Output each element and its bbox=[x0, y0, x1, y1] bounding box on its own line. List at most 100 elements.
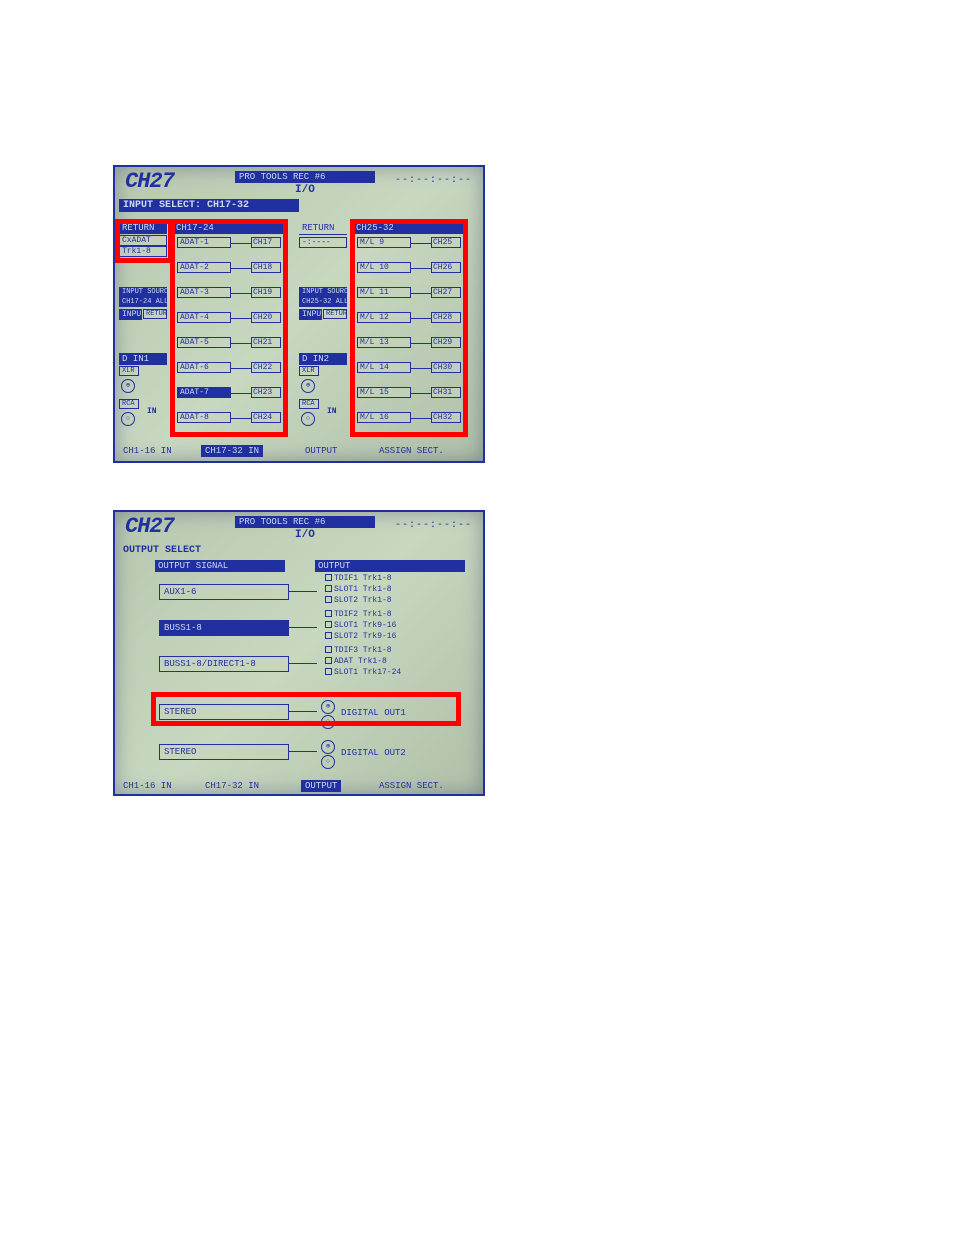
ml-slot-12[interactable]: M/L 12 bbox=[357, 312, 411, 323]
ch-label-CH24: CH24 bbox=[251, 412, 281, 423]
conn-ch28 bbox=[411, 318, 431, 319]
return-btn-mid[interactable]: RETURN bbox=[323, 309, 347, 319]
output-signal-header: OUTPUT SIGNAL bbox=[155, 560, 285, 572]
return-value-left-2[interactable]: Trk1-8 bbox=[119, 246, 167, 257]
ml-slot-9[interactable]: M/L 9 bbox=[357, 237, 411, 248]
ml-slot-16[interactable]: M/L 16 bbox=[357, 412, 411, 423]
rca-label-2: RCA bbox=[299, 399, 319, 409]
ch-label-CH30: CH30 bbox=[431, 362, 461, 373]
conn-ch20 bbox=[231, 318, 251, 319]
tab-ch1-16[interactable]: CH1-16 IN bbox=[119, 445, 176, 457]
project-header: PRO TOOLS REC #6 bbox=[235, 171, 375, 183]
conn-ch30 bbox=[411, 368, 431, 369]
conn-4 bbox=[289, 711, 317, 712]
input-btn-mid[interactable]: INPUT bbox=[299, 309, 322, 320]
signal-aux[interactable]: AUX1-6 bbox=[159, 584, 289, 600]
ch-label-CH28: CH28 bbox=[431, 312, 461, 323]
ch-label-CH29: CH29 bbox=[431, 337, 461, 348]
adat-slot-8[interactable]: ADAT-8 bbox=[177, 412, 231, 423]
conn-ch25 bbox=[411, 243, 431, 244]
ch17-24-header: CH17-24 bbox=[173, 222, 283, 234]
output-line-0-2[interactable]: SLOT2 Trk1-8 bbox=[325, 596, 392, 605]
conn-3 bbox=[289, 663, 317, 664]
conn-ch29 bbox=[411, 343, 431, 344]
adat-slot-6[interactable]: ADAT-6 bbox=[177, 362, 231, 373]
output-line-2-0[interactable]: TDIF3 Trk1-8 bbox=[325, 646, 392, 655]
input-btn-left[interactable]: INPUT bbox=[119, 309, 142, 320]
conn-ch26 bbox=[411, 268, 431, 269]
ch-label-CH26: CH26 bbox=[431, 262, 461, 273]
ml-slot-13[interactable]: M/L 13 bbox=[357, 337, 411, 348]
adat-slot-4[interactable]: ADAT-4 bbox=[177, 312, 231, 323]
output-select-subheader: OUTPUT SELECT bbox=[119, 544, 239, 557]
tab-assign[interactable]: ASSIGN SECT. bbox=[375, 445, 448, 457]
output-line-2-2[interactable]: SLOT1 Trk17-24 bbox=[325, 668, 401, 677]
conn-ch22 bbox=[231, 368, 251, 369]
output-line-0-1[interactable]: SLOT1 Trk1-8 bbox=[325, 585, 392, 594]
ch25-32-header: CH25-32 bbox=[353, 222, 463, 234]
conn-ch27 bbox=[411, 293, 431, 294]
input-source-range-mid: CH25-32 ALL bbox=[299, 297, 347, 307]
tab2-ch17-32[interactable]: CH17-32 IN bbox=[201, 780, 263, 792]
channel-title: CH27 bbox=[125, 169, 174, 194]
signal-buss[interactable]: BUSS1-8 bbox=[159, 620, 289, 636]
output-header: OUTPUT bbox=[315, 560, 465, 572]
signal-stereo-2[interactable]: STEREO bbox=[159, 744, 289, 760]
digital-out2-icon-b: ○ bbox=[321, 755, 335, 769]
ml-slot-10[interactable]: M/L 10 bbox=[357, 262, 411, 273]
conn-5 bbox=[289, 751, 317, 752]
din2-header: D IN2 bbox=[299, 353, 347, 365]
adat-slot-7[interactable]: ADAT-7 bbox=[177, 387, 231, 398]
output-line-1-0[interactable]: TDIF2 Trk1-8 bbox=[325, 610, 392, 619]
output-line-1-1[interactable]: SLOT1 Trk9-16 bbox=[325, 621, 396, 630]
conn-ch23 bbox=[231, 393, 251, 394]
return-btn-left[interactable]: RETURN bbox=[143, 309, 167, 319]
ch-label-CH31: CH31 bbox=[431, 387, 461, 398]
ml-slot-14[interactable]: M/L 14 bbox=[357, 362, 411, 373]
project-header-2: PRO TOOLS REC #6 bbox=[235, 516, 375, 528]
tab2-assign[interactable]: ASSIGN SECT. bbox=[375, 780, 448, 792]
adat-slot-3[interactable]: ADAT-3 bbox=[177, 287, 231, 298]
conn-ch32 bbox=[411, 418, 431, 419]
io-label: I/O bbox=[295, 184, 315, 196]
output-line-2-1[interactable]: ADAT Trk1-8 bbox=[325, 657, 387, 666]
rca-icon-2: ○ bbox=[301, 412, 315, 426]
return-header-mid: RETURN bbox=[299, 222, 347, 235]
input-source-range-left: CH17-24 ALL bbox=[119, 297, 167, 307]
conn-1 bbox=[289, 591, 317, 592]
conn-ch21 bbox=[231, 343, 251, 344]
adat-slot-1[interactable]: ADAT-1 bbox=[177, 237, 231, 248]
ch-label-CH17: CH17 bbox=[251, 237, 281, 248]
ml-slot-11[interactable]: M/L 11 bbox=[357, 287, 411, 298]
timecode-dashes-2: --:--:--:-- bbox=[395, 520, 472, 531]
conn-ch31 bbox=[411, 393, 431, 394]
conn-ch18 bbox=[231, 268, 251, 269]
rca-icon-1: ○ bbox=[121, 412, 135, 426]
adat-slot-2[interactable]: ADAT-2 bbox=[177, 262, 231, 273]
conn-ch17 bbox=[231, 243, 251, 244]
digital-out2-label: DIGITAL OUT2 bbox=[341, 748, 406, 758]
din1-header: D IN1 bbox=[119, 353, 167, 365]
tab2-ch1-16[interactable]: CH1-16 IN bbox=[119, 780, 176, 792]
output-line-1-2[interactable]: SLOT2 Trk9-16 bbox=[325, 632, 396, 641]
return-value-left-1[interactable]: CxADAT bbox=[119, 235, 167, 246]
ml-slot-15[interactable]: M/L 15 bbox=[357, 387, 411, 398]
digital-out2-icon-a: ⊕ bbox=[321, 740, 335, 754]
output-select-screen: CH27 PRO TOOLS REC #6 I/O --:--:--:-- OU… bbox=[113, 510, 485, 796]
conn-2 bbox=[289, 627, 317, 628]
ch-label-CH22: CH22 bbox=[251, 362, 281, 373]
tab-output[interactable]: OUTPUT bbox=[301, 445, 341, 457]
return-dash-mid[interactable]: -:---- bbox=[299, 237, 347, 248]
ch-label-CH25: CH25 bbox=[431, 237, 461, 248]
tab2-output[interactable]: OUTPUT bbox=[301, 780, 341, 792]
highlight-ch17-24 bbox=[170, 219, 288, 437]
output-line-0-0[interactable]: TDIF1 Trk1-8 bbox=[325, 574, 392, 583]
channel-title-2: CH27 bbox=[125, 514, 174, 539]
tab-ch17-32[interactable]: CH17-32 IN bbox=[201, 445, 263, 457]
adat-slot-5[interactable]: ADAT-5 bbox=[177, 337, 231, 348]
signal-stereo-1[interactable]: STEREO bbox=[159, 704, 289, 720]
rca-label-1: RCA bbox=[119, 399, 139, 409]
return-header-left: RETURN bbox=[119, 222, 167, 234]
signal-buss-direct[interactable]: BUSS1-8/DIRECT1-8 bbox=[159, 656, 289, 672]
ch-label-CH21: CH21 bbox=[251, 337, 281, 348]
